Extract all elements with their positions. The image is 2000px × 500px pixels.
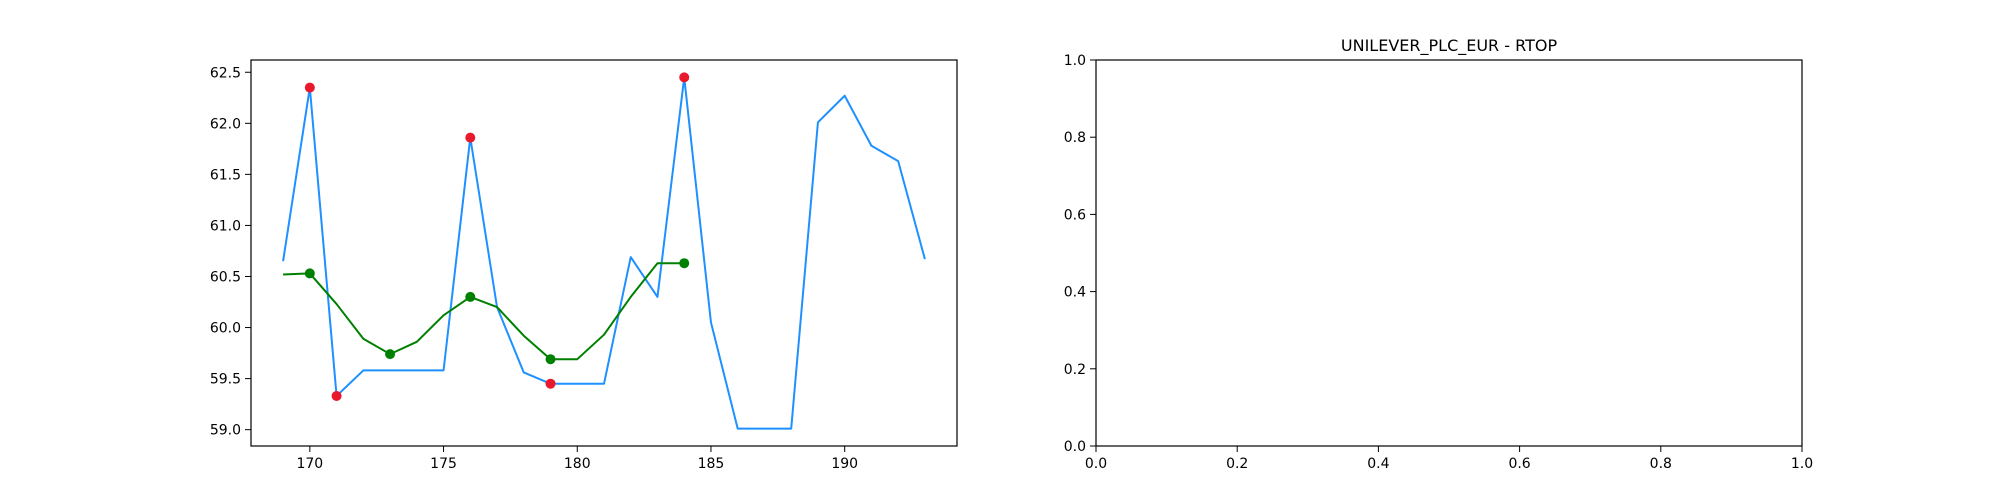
x-tick-label: 0.8 bbox=[1650, 456, 1672, 472]
y-tick-label: 0.2 bbox=[1064, 362, 1086, 378]
chart-title: UNILEVER_PLC_EUR - RTOP bbox=[1341, 36, 1558, 56]
marker-point bbox=[545, 354, 556, 365]
y-tick-label: 62.5 bbox=[210, 65, 241, 81]
series-line-smoothed bbox=[283, 262, 685, 361]
x-tick-label: 0.4 bbox=[1367, 456, 1389, 472]
y-tick-label: 0.0 bbox=[1064, 439, 1086, 455]
x-tick-label: 185 bbox=[698, 456, 725, 472]
y-tick-label: 59.5 bbox=[210, 372, 241, 388]
y-tick-label: 60.5 bbox=[210, 269, 241, 285]
axes-frame bbox=[1095, 59, 1803, 447]
marker-point bbox=[465, 291, 476, 302]
marker-point bbox=[385, 349, 396, 360]
x-tick-label: 170 bbox=[296, 456, 323, 472]
y-tick-label: 62.0 bbox=[210, 116, 241, 132]
marker-point bbox=[679, 258, 690, 269]
x-tick-label: 1.0 bbox=[1791, 456, 1813, 472]
y-tick-label: 59.0 bbox=[210, 423, 241, 439]
y-tick-label: 60.0 bbox=[210, 321, 241, 337]
marker-point bbox=[465, 132, 476, 143]
marker-point bbox=[545, 378, 556, 389]
y-tick-label: 1.0 bbox=[1064, 53, 1086, 69]
y-tick-label: 61.0 bbox=[210, 218, 241, 234]
axes-frame bbox=[250, 59, 958, 447]
y-tick-label: 0.4 bbox=[1064, 285, 1086, 301]
x-tick-label: 175 bbox=[430, 456, 457, 472]
price-chart: 170 175 180 185 190 59.0 59.5 60.0 60.5 61.0 61.5 6… bbox=[210, 59, 958, 472]
marker-point bbox=[304, 268, 315, 279]
marker-point bbox=[331, 390, 342, 401]
y-tick-label: 0.6 bbox=[1064, 207, 1086, 223]
x-tick-label: 180 bbox=[564, 456, 591, 472]
series-line-price bbox=[282, 76, 926, 430]
rtop-chart: 0.0 0.2 0.4 0.6 0.8 1.0 0.0 0.2 0.4 0.6 0.8 1.0 UNIL… bbox=[1064, 36, 1813, 472]
x-tick-label: 190 bbox=[831, 456, 858, 472]
x-tick-label: 0.2 bbox=[1226, 456, 1248, 472]
x-tick-label: 0.0 bbox=[1085, 456, 1107, 472]
y-tick-label: 61.5 bbox=[210, 167, 241, 183]
marker-point bbox=[679, 72, 690, 83]
x-tick-label: 0.6 bbox=[1508, 456, 1530, 472]
y-tick-label: 0.8 bbox=[1064, 130, 1086, 146]
marker-point bbox=[304, 82, 315, 93]
